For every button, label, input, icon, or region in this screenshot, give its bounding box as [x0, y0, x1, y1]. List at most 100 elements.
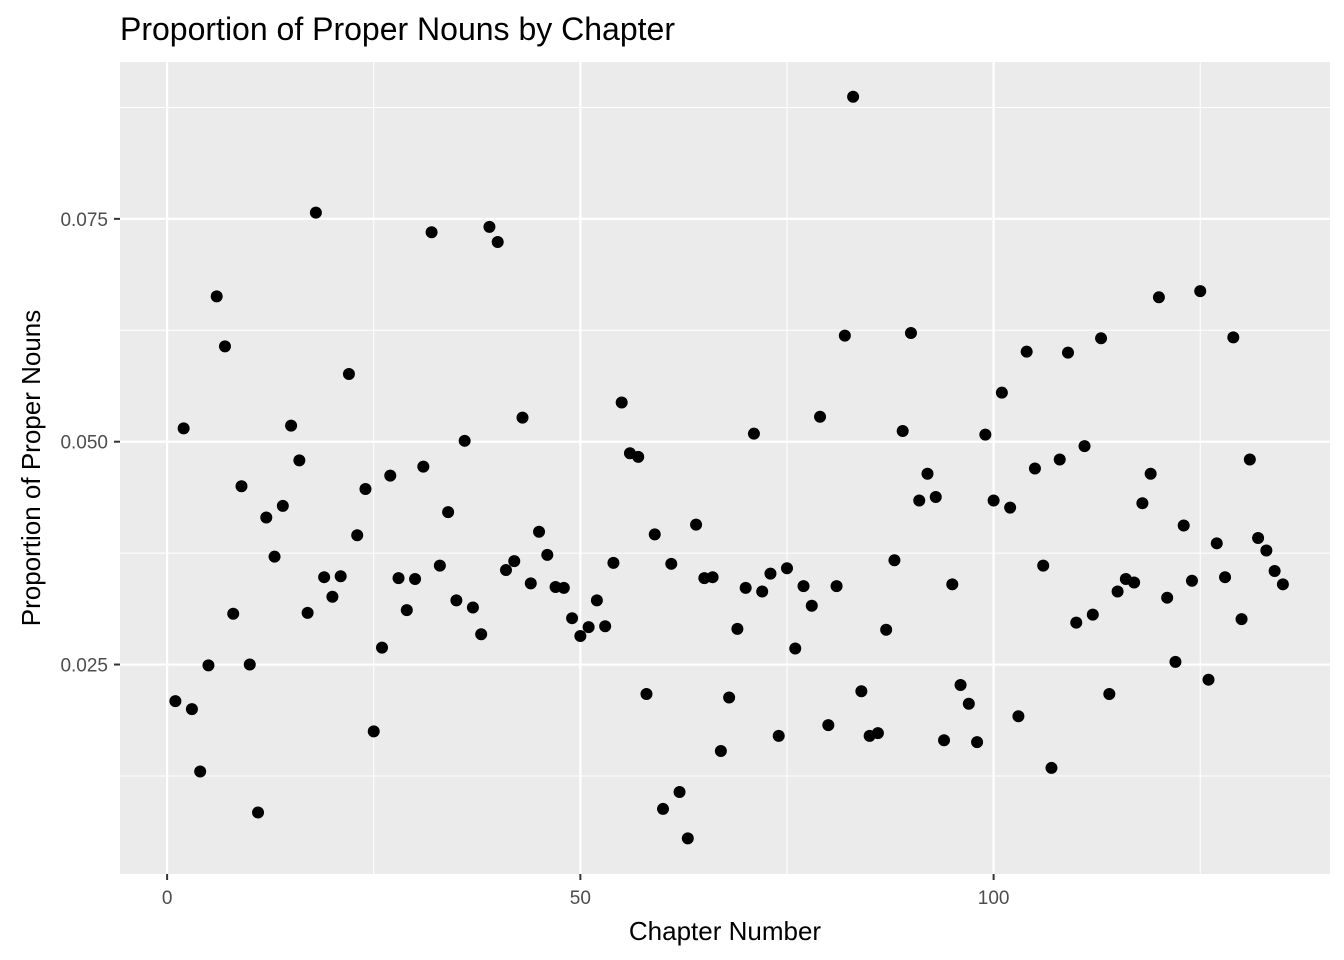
data-point [1053, 453, 1066, 466]
data-point [409, 572, 422, 585]
data-point [1161, 591, 1174, 604]
data-point [334, 570, 347, 583]
data-point [466, 601, 479, 614]
data-point [541, 548, 554, 561]
data-point [904, 326, 917, 339]
major-gridlines [120, 62, 1330, 874]
data-point [1202, 673, 1215, 686]
data-point [177, 422, 190, 435]
data-point [855, 685, 868, 698]
data-point [1268, 564, 1281, 577]
data-point [293, 454, 306, 467]
chart-title: Proportion of Proper Nouns by Chapter [120, 11, 675, 47]
data-point [499, 564, 512, 577]
data-point [657, 802, 670, 815]
minor-gridlines [120, 62, 1330, 874]
data-point [780, 562, 793, 575]
y-axis-ticks: 0.025 0.050 0.075 [60, 210, 120, 677]
plot-panel [120, 62, 1330, 874]
data-point [1004, 501, 1017, 514]
data-point [1103, 687, 1116, 700]
data-point [747, 427, 760, 440]
data-point [880, 623, 893, 636]
data-point [384, 469, 397, 482]
data-point [615, 396, 628, 409]
data-point [987, 494, 1000, 507]
data-point [921, 467, 934, 480]
data-point [822, 719, 835, 732]
data-point [888, 554, 901, 567]
data-point [681, 832, 694, 845]
data-point [194, 765, 207, 778]
y-tick-label: 0.025 [60, 656, 108, 677]
data-point [524, 577, 537, 590]
data-point [285, 419, 298, 432]
data-point [1128, 576, 1141, 589]
data-point [458, 434, 471, 447]
data-point [1194, 285, 1207, 298]
data-point [376, 641, 389, 654]
data-point [714, 744, 727, 757]
data-point [929, 490, 942, 503]
y-tick-label: 0.075 [60, 210, 108, 231]
data-point [830, 580, 843, 593]
data-point [607, 556, 620, 569]
data-point [351, 529, 364, 542]
data-point [640, 687, 653, 700]
data-point [508, 555, 521, 568]
data-point [202, 659, 215, 672]
data-point [706, 571, 719, 584]
data-point [1235, 613, 1248, 626]
data-point [938, 734, 951, 747]
data-point [260, 511, 273, 524]
data-point [318, 571, 331, 584]
data-point [475, 628, 488, 641]
data-point [1152, 291, 1165, 304]
data-point [847, 90, 860, 103]
data-point [1028, 462, 1041, 475]
data-point [185, 703, 198, 716]
data-point [169, 695, 182, 708]
data-point [268, 550, 281, 563]
data-point [1095, 332, 1108, 345]
data-point [913, 494, 926, 507]
data-point [1086, 608, 1099, 621]
x-tick-label: 100 [978, 888, 1010, 909]
x-axis-title: Chapter Number [629, 916, 822, 946]
data-point [995, 386, 1008, 399]
data-point [566, 612, 579, 625]
data-point [764, 567, 777, 580]
data-point [425, 226, 438, 239]
data-point [1177, 519, 1190, 532]
data-point [805, 599, 818, 612]
data-point [971, 736, 984, 749]
data-point [442, 506, 455, 519]
x-tick-label: 50 [570, 888, 591, 909]
data-point [814, 410, 827, 423]
data-point [648, 528, 661, 541]
data-point [533, 525, 546, 538]
data-point [1243, 453, 1256, 466]
data-point [665, 557, 678, 570]
data-point [979, 428, 992, 441]
data-point [731, 622, 744, 635]
data-point [1078, 440, 1091, 453]
data-point [218, 340, 231, 353]
data-point [227, 607, 240, 620]
data-point [946, 578, 959, 591]
data-point [599, 620, 612, 633]
data-point [962, 697, 975, 710]
data-point [690, 518, 703, 531]
data-point [450, 594, 463, 607]
data-point [433, 559, 446, 572]
data-point [1045, 761, 1058, 774]
data-point [392, 572, 405, 585]
data-point [756, 585, 769, 598]
data-point [574, 630, 587, 643]
data-point [772, 729, 785, 742]
data-point [516, 411, 529, 424]
data-point [739, 581, 752, 594]
data-point [632, 450, 645, 463]
data-point [417, 460, 430, 473]
data-point [367, 725, 380, 738]
